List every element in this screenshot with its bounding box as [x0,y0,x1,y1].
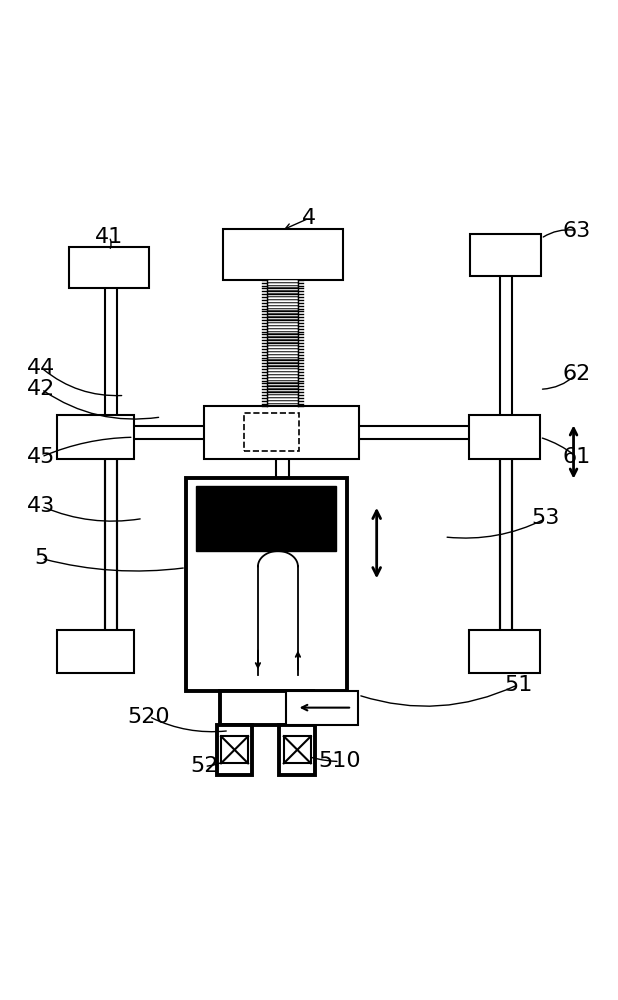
Text: 63: 63 [562,221,591,241]
Bar [69,247,149,288]
Text: 5: 5 [34,548,48,568]
Text: 51: 51 [504,675,532,695]
Bar [469,630,540,673]
Text: 44: 44 [27,358,56,378]
Text: 62: 62 [562,364,591,384]
Text: 45: 45 [27,447,56,467]
Bar [221,736,248,763]
Bar [279,725,315,775]
Text: 43: 43 [27,496,56,516]
Bar [57,415,133,459]
Bar [217,725,252,775]
Text: 61: 61 [562,447,591,467]
Bar [220,691,313,725]
Text: 41: 41 [95,227,123,247]
Bar [284,736,311,763]
Bar [244,413,298,451]
Bar [286,691,358,725]
Text: 520: 520 [128,707,171,727]
Text: 42: 42 [27,379,56,399]
Text: 53: 53 [531,508,560,528]
Bar [469,415,540,459]
Bar [186,478,347,691]
Bar [470,234,541,276]
Bar [196,486,336,551]
Bar [223,229,343,280]
Bar [57,630,133,673]
Text: 4: 4 [302,208,316,228]
Bar [205,406,360,459]
Text: 510: 510 [318,751,361,771]
Text: 52: 52 [190,756,219,776]
